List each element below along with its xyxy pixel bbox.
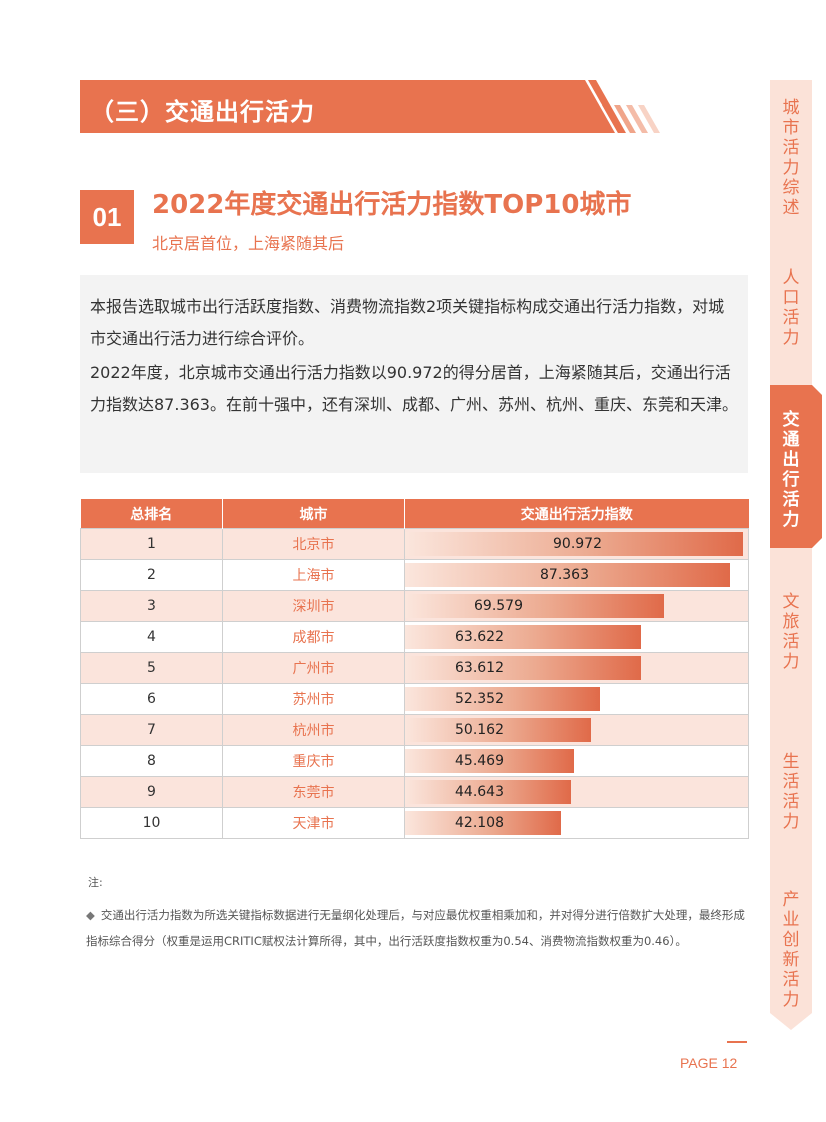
index-value: 69.579 xyxy=(474,598,523,614)
page-number: PAGE 12 xyxy=(680,1055,738,1071)
note-text-block: ◆ 交通出行活力指数为所选关键指标数据进行无量纲化处理后，与对应最优权重相乘加和，… xyxy=(86,902,748,954)
table-row: 3 深圳市 69.579 xyxy=(80,590,749,622)
index-cell: 69.579 xyxy=(404,590,749,622)
header-rank: 总排名 xyxy=(80,499,223,529)
side-tab[interactable]: 产业创新活力 xyxy=(770,890,812,1010)
side-chapter-nav: 城市活力综述人口活力交通出行活力文旅活力生活活力产业创新活力 xyxy=(770,80,826,1030)
index-value: 63.612 xyxy=(455,660,504,676)
table-row: 1 北京市 90.972 xyxy=(80,528,749,560)
subsection-title: 2022年度交通出行活力指数TOP10城市 xyxy=(152,190,632,220)
table-body: 1 北京市 90.972 2 上海市 87.363 3 深圳市 69.579 4 成都市 63.622… xyxy=(80,528,749,839)
rank-cell: 2 xyxy=(80,559,223,591)
index-bar xyxy=(405,811,561,835)
index-cell: 63.622 xyxy=(404,621,749,653)
index-value: 90.972 xyxy=(553,536,602,552)
side-tab[interactable]: 城市活力综述 xyxy=(770,98,812,218)
subsection-number: 01 xyxy=(80,190,134,244)
table-row: 2 上海市 87.363 xyxy=(80,559,749,591)
rank-cell: 9 xyxy=(80,776,223,808)
intro-box: 本报告选取城市出行活跃度指数、消费物流指数2项关键指标构成交通出行活力指数，对城… xyxy=(80,275,748,473)
side-tab-label: 产业创新活力 xyxy=(782,890,800,1010)
index-value: 50.162 xyxy=(455,722,504,738)
side-tab[interactable]: 文旅活力 xyxy=(770,592,812,672)
side-nav-background xyxy=(770,80,822,1030)
rank-cell: 1 xyxy=(80,528,223,560)
subsection-subtitle: 北京居首位，上海紧随其后 xyxy=(152,234,345,253)
table-row: 4 成都市 63.622 xyxy=(80,621,749,653)
city-cell: 广州市 xyxy=(222,652,405,684)
rank-cell: 7 xyxy=(80,714,223,746)
index-bar xyxy=(405,563,730,587)
index-value: 52.352 xyxy=(455,691,504,707)
index-cell: 63.612 xyxy=(404,652,749,684)
city-cell: 成都市 xyxy=(222,621,405,653)
diamond-bullet-icon: ◆ xyxy=(86,908,95,922)
index-bar xyxy=(405,594,664,618)
index-cell: 45.469 xyxy=(404,745,749,777)
side-tab-label: 文旅活力 xyxy=(782,592,800,672)
rank-cell: 3 xyxy=(80,590,223,622)
index-cell: 52.352 xyxy=(404,683,749,715)
index-bar xyxy=(405,780,571,804)
table-row: 5 广州市 63.612 xyxy=(80,652,749,684)
city-cell: 苏州市 xyxy=(222,683,405,715)
table-row: 7 杭州市 50.162 xyxy=(80,714,749,746)
intro-paragraph-2: 2022年度，北京城市交通出行活力指数以90.972的得分居首，上海紧随其后，交… xyxy=(90,363,738,414)
table-row: 10 天津市 42.108 xyxy=(80,807,749,839)
section-title: （三）交通出行活力 xyxy=(90,98,315,126)
index-cell: 44.643 xyxy=(404,776,749,808)
side-tab[interactable]: 人口活力 xyxy=(770,268,812,348)
table-row: 6 苏州市 52.352 xyxy=(80,683,749,715)
index-bar xyxy=(405,532,743,556)
side-tab-label: 生活活力 xyxy=(782,752,800,832)
city-cell: 深圳市 xyxy=(222,590,405,622)
table-row: 9 东莞市 44.643 xyxy=(80,776,749,808)
city-cell: 杭州市 xyxy=(222,714,405,746)
index-value: 42.108 xyxy=(455,815,504,831)
table-header-row: 总排名 城市 交通出行活力指数 xyxy=(80,499,749,529)
side-tab-label: 城市活力综述 xyxy=(782,98,800,218)
side-tab-label: 人口活力 xyxy=(782,268,800,348)
index-cell: 42.108 xyxy=(404,807,749,839)
index-bar xyxy=(405,656,641,680)
rank-cell: 4 xyxy=(80,621,223,653)
rank-cell: 5 xyxy=(80,652,223,684)
header-city: 城市 xyxy=(222,499,405,529)
index-bar xyxy=(405,625,641,649)
rank-cell: 10 xyxy=(80,807,223,839)
table-row: 8 重庆市 45.469 xyxy=(80,745,749,777)
index-value: 44.643 xyxy=(455,784,504,800)
section-banner: （三）交通出行活力 xyxy=(80,80,660,133)
index-cell: 90.972 xyxy=(404,528,749,560)
city-cell: 东莞市 xyxy=(222,776,405,808)
index-bar xyxy=(405,718,591,742)
index-cell: 50.162 xyxy=(404,714,749,746)
rank-cell: 6 xyxy=(80,683,223,715)
header-index: 交通出行活力指数 xyxy=(404,499,749,529)
note-text: 交通出行活力指数为所选关键指标数据进行无量纲化处理后，与对应最优权重相乘加和，并… xyxy=(86,908,745,948)
side-tab-label: 交通出行活力 xyxy=(782,410,800,530)
note-label: 注: xyxy=(88,876,103,889)
intro-paragraph-1: 本报告选取城市出行活跃度指数、消费物流指数2项关键指标构成交通出行活力指数，对城… xyxy=(90,297,725,348)
city-cell: 上海市 xyxy=(222,559,405,591)
city-cell: 北京市 xyxy=(222,528,405,560)
index-bar xyxy=(405,687,600,711)
index-value: 87.363 xyxy=(540,567,589,583)
banner-stripes-decoration xyxy=(510,80,660,133)
city-cell: 重庆市 xyxy=(222,745,405,777)
side-tab[interactable]: 生活活力 xyxy=(770,752,812,832)
index-cell: 87.363 xyxy=(404,559,749,591)
index-value: 45.469 xyxy=(455,753,504,769)
ranking-table: 总排名 城市 交通出行活力指数 1 北京市 90.972 2 上海市 87.363 3 深圳市… xyxy=(80,499,749,839)
index-bar xyxy=(405,749,574,773)
index-value: 63.622 xyxy=(455,629,504,645)
city-cell: 天津市 xyxy=(222,807,405,839)
side-tab[interactable]: 交通出行活力 xyxy=(770,410,812,530)
rank-cell: 8 xyxy=(80,745,223,777)
page-number-rule xyxy=(727,1041,747,1043)
